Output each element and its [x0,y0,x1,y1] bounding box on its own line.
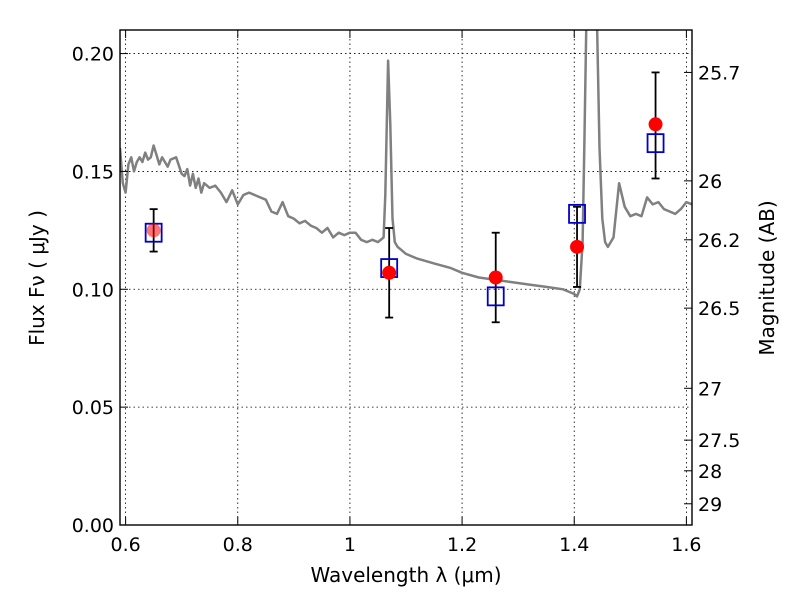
y-tick-label: 0.05 [72,397,114,419]
right-tick-label: 28 [698,461,722,483]
x-axis-title: Wavelength λ (μm) [310,563,501,587]
model-photometry-square [646,133,665,154]
right-tick-label: 29 [698,494,722,516]
x-tick-label: 0.6 [110,534,140,556]
observed-point [570,239,585,254]
right-tick-label: 26.5 [698,298,740,320]
observed-point [648,117,663,132]
x-tick-label: 1.2 [447,534,477,556]
observed-point [146,223,161,238]
y-tick-label: 0.00 [72,515,114,537]
right-tick-label: 27.5 [698,430,740,452]
observed-point [382,265,397,280]
y-tick-label: 0.20 [72,44,114,66]
y-tick-label: 0.15 [72,161,114,183]
x-tick-label: 1.6 [671,534,701,556]
right-tick-label: 27 [698,378,722,400]
plot-frame [119,29,693,526]
grid [120,30,692,526]
right-tick-label: 26.2 [698,230,740,252]
x-tick-label: 1 [344,534,356,556]
model-spectrum-line [120,30,692,298]
ticks: 0.6 0.8 1 1.2 1.4 1.6 0.00 0.05 0.10 0.15 0.20 25.7… [72,30,740,556]
x-tick-label: 1.4 [559,534,589,556]
x-tick-label: 0.8 [223,534,253,556]
model-photometry-square [568,203,586,224]
right-tick-label: 25.7 [698,62,740,84]
y-axis-title-right: Magnitude (AB) [755,200,779,355]
plot-area [120,30,692,324]
observed-point [488,270,503,285]
right-tick-label: 26 [698,171,722,193]
model-photometry-square [486,286,505,307]
y-axis-title: Flux Fν ( μJy ) [25,210,49,346]
y-tick-label: 0.10 [72,279,114,301]
